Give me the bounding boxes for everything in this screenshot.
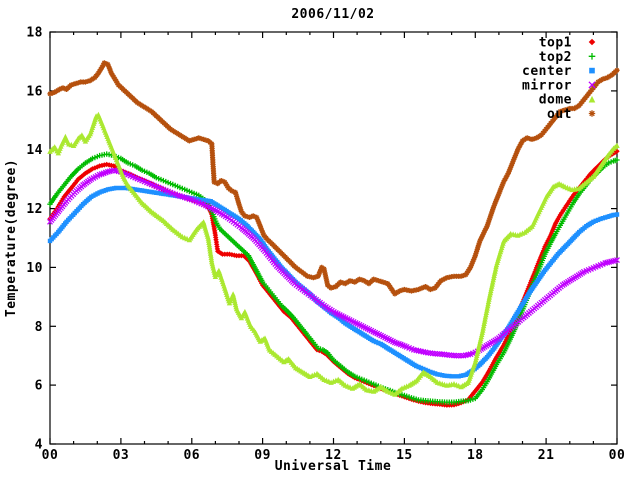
series-center (47, 185, 620, 379)
y-tick-label: 4 (35, 438, 43, 453)
legend-marker-cross-mirror (588, 81, 596, 89)
y-axis-label: Temperature(degree) (4, 159, 19, 317)
y-tick-label: 16 (26, 84, 43, 99)
legend-marker-plus-top2 (588, 53, 596, 60)
y-tick-label: 12 (26, 202, 43, 217)
x-tick-label: 03 (113, 448, 130, 463)
legend-label-center: center (522, 64, 572, 79)
legend-marker-triangle-dome (588, 95, 596, 103)
x-tick-label: 15 (396, 448, 413, 463)
y-tick-label: 14 (26, 143, 43, 158)
legend-marker-star-out (588, 110, 596, 117)
series-out (47, 60, 620, 297)
legend-label-dome: dome (539, 93, 572, 108)
x-axis-label: Universal Time (275, 459, 392, 474)
y-tick-label: 8 (35, 320, 43, 335)
x-tick-label: 00 (42, 448, 59, 463)
x-tick-label: 09 (254, 448, 271, 463)
legend-label-out: out (547, 107, 572, 122)
x-tick-label: 18 (467, 448, 484, 463)
x-tick-label: 06 (183, 448, 200, 463)
x-tick-label: 21 (538, 448, 555, 463)
y-tick-label: 6 (35, 379, 43, 394)
x-tick-label: 12 (325, 448, 342, 463)
series-mirror (47, 167, 620, 359)
legend-label-mirror: mirror (522, 78, 572, 93)
chart-title: 2006/11/02 (291, 7, 374, 22)
series-dome (47, 111, 620, 397)
legend-marker-square-center (589, 67, 595, 74)
x-tick-label: 00 (609, 448, 626, 463)
plot-area: 00 03 06 09 12 15 18 21 004681012141618top1top2c… (26, 26, 626, 464)
y-tick-label: 18 (26, 26, 43, 41)
legend-label-top2: top2 (539, 50, 572, 65)
legend-label-top1: top1 (539, 36, 572, 51)
legend-marker-diamond-top1 (588, 38, 596, 46)
y-tick-label: 10 (26, 261, 43, 276)
